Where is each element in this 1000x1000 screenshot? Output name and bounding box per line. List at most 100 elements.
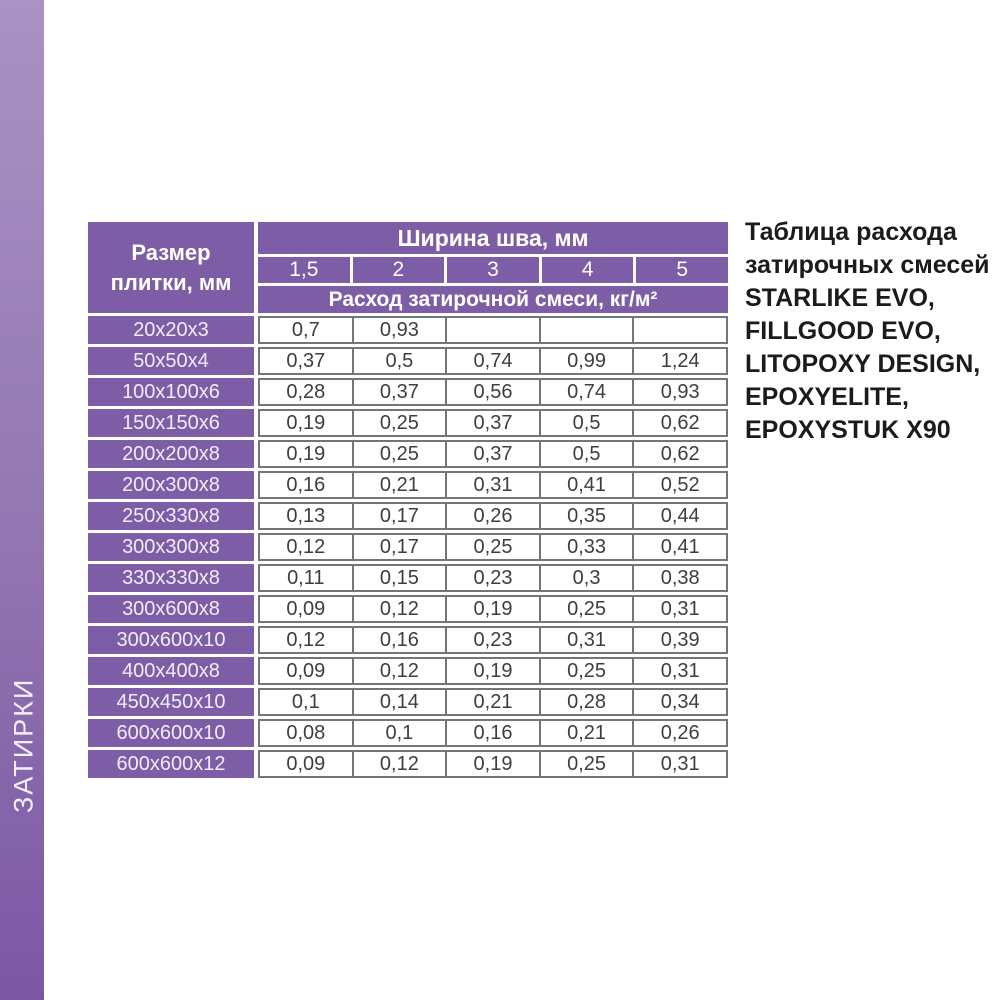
table-row: 50x50x4 0,37 0,5 0,74 0,99 1,24 (88, 347, 728, 375)
column-header-cell: 4 (538, 257, 634, 283)
table-row: 600x600x10 0,08 0,1 0,16 0,21 0,26 (88, 719, 728, 747)
grout-consumption-table: Размер плитки, мм Ширина шва, мм 1,5 2 3 4 5… (88, 222, 728, 781)
row-label-cell: 150x150x6 (88, 409, 254, 437)
data-cell: 0,41 (632, 535, 726, 559)
data-cell: 0,16 (286, 473, 326, 496)
data-cell: 0,31 (632, 659, 726, 683)
table-header: Размер плитки, мм Ширина шва, мм 1,5 2 3 4 5… (88, 222, 728, 313)
data-cell: 0,1 (351, 721, 446, 745)
table-row: 250x330x8 0,13 0,17 0,26 0,35 0,44 (88, 502, 728, 530)
row-data-box: 0,37 0,5 0,74 0,99 1,24 (258, 347, 728, 375)
table-row: 200x200x8 0,19 0,25 0,37 0,5 0,62 (88, 440, 728, 468)
data-cell: 0,19 (445, 752, 539, 776)
data-cell: 0,28 (286, 380, 326, 403)
row-data-box: 0,16 0,21 0,31 0,41 0,52 (258, 471, 728, 499)
data-cell: 0,11 (287, 566, 325, 589)
data-cell: 0,23 (445, 566, 539, 590)
data-cell: 0,25 (445, 535, 539, 559)
table-row: 450x450x10 0,1 0,14 0,21 0,28 0,34 (88, 688, 728, 716)
column-header-cell: 2 (349, 257, 445, 283)
row-label-cell: 600x600x10 (88, 719, 254, 747)
data-cell: 0,17 (351, 504, 446, 528)
row-label-cell: 100x100x6 (88, 378, 254, 406)
row-data-box: 0,19 0,25 0,37 0,5 0,62 (258, 440, 728, 468)
row-label-cell: 300x600x10 (88, 626, 254, 654)
row-label-cell: 200x300x8 (88, 471, 254, 499)
data-cell: 0,31 (632, 752, 726, 776)
data-cell: 0,5 (538, 411, 633, 435)
data-cell: 0,25 (351, 442, 446, 466)
row-label-cell: 330x330x8 (88, 564, 254, 592)
data-cell (538, 318, 633, 342)
data-cell: 0,74 (445, 349, 539, 373)
caption-line: LITOPOXY DESIGN, (745, 350, 981, 378)
table-row: 150x150x6 0,19 0,25 0,37 0,5 0,62 (88, 409, 728, 437)
header-right-block: Ширина шва, мм 1,5 2 3 4 5 Расход затирочной… (258, 222, 728, 313)
data-cell: 0,7 (291, 318, 320, 341)
data-cell: 0,25 (538, 752, 633, 776)
data-cell: 0,26 (445, 504, 539, 528)
table-row: 300x600x10 0,12 0,16 0,23 0,31 0,39 (88, 626, 728, 654)
data-cell: 0,35 (538, 504, 633, 528)
caption-line: FILLGOOD EVO, (745, 317, 941, 345)
data-cell: 0,93 (351, 318, 446, 342)
table-body: 20x20x3 0,7 0,93 50x50x4 0,37 0,5 0,74 0,99 1,24… (88, 316, 728, 778)
row-data-box: 0,19 0,25 0,37 0,5 0,62 (258, 409, 728, 437)
caption-line: Таблица расхода (745, 218, 957, 246)
data-cell: 0,19 (286, 442, 326, 465)
data-cell: 0,1 (291, 690, 320, 713)
data-cell: 0,31 (632, 597, 726, 621)
row-label-cell: 300x600x8 (88, 595, 254, 623)
data-cell: 0,44 (632, 504, 726, 528)
caption-text-block: Таблица расхода затирочных смесей STARLIKE… (745, 216, 995, 447)
data-cell (632, 318, 726, 342)
caption-line: затирочных смесей (745, 251, 990, 279)
row-data-box: 0,12 0,16 0,23 0,31 0,39 (258, 626, 728, 654)
table-row: 300x600x8 0,09 0,12 0,19 0,25 0,31 (88, 595, 728, 623)
row-label-cell: 200x200x8 (88, 440, 254, 468)
data-cell: 0,62 (632, 442, 726, 466)
data-cell: 0,31 (445, 473, 539, 497)
row-data-box: 0,28 0,37 0,56 0,74 0,93 (258, 378, 728, 406)
data-cell: 0,25 (538, 659, 633, 683)
data-cell: 0,99 (538, 349, 633, 373)
table-row: 200x300x8 0,16 0,21 0,31 0,41 0,52 (88, 471, 728, 499)
caption-line: EPOXYELITE, (745, 383, 909, 411)
data-cell: 0,56 (445, 380, 539, 404)
data-cell: 0,12 (351, 659, 446, 683)
sidebar-stripe: ЗАТИРКИ (0, 0, 44, 1000)
data-cell: 0,12 (351, 752, 446, 776)
data-cell: 0,12 (286, 628, 326, 651)
data-cell: 0,15 (351, 566, 446, 590)
table-row: 600x600x12 0,09 0,12 0,19 0,25 0,31 (88, 750, 728, 778)
data-cell: 0,33 (538, 535, 633, 559)
column-header-cell: 5 (633, 257, 728, 283)
data-cell: 0,3 (538, 566, 633, 590)
group-header-seam-width: Ширина шва, мм (258, 222, 728, 254)
data-cell: 0,26 (632, 721, 726, 745)
data-cell: 0,14 (351, 690, 446, 714)
data-cell: 0,74 (538, 380, 633, 404)
data-cell: 0,34 (632, 690, 726, 714)
data-cell: 1,24 (632, 349, 726, 373)
row-label-cell: 50x50x4 (88, 347, 254, 375)
row-data-box: 0,12 0,17 0,25 0,33 0,41 (258, 533, 728, 561)
data-cell: 0,5 (351, 349, 446, 373)
data-cell: 0,31 (538, 628, 633, 652)
data-cell: 0,28 (538, 690, 633, 714)
data-cell: 0,37 (286, 349, 326, 372)
table-row: 300x300x8 0,12 0,17 0,25 0,33 0,41 (88, 533, 728, 561)
sidebar-vertical-label: ЗАТИРКИ (8, 677, 39, 813)
row-label-cell: 20x20x3 (88, 316, 254, 344)
data-cell: 0,17 (351, 535, 446, 559)
row-data-box: 0,7 0,93 (258, 316, 728, 344)
data-cell: 0,19 (445, 659, 539, 683)
row-label-cell: 450x450x10 (88, 688, 254, 716)
data-cell: 0,19 (286, 411, 326, 434)
caption-line: STARLIKE EVO, (745, 284, 935, 312)
row-data-box: 0,13 0,17 0,26 0,35 0,44 (258, 502, 728, 530)
row-data-box: 0,11 0,15 0,23 0,3 0,38 (258, 564, 728, 592)
data-cell: 0,12 (351, 597, 446, 621)
data-cell: 0,09 (286, 597, 326, 620)
row-data-box: 0,09 0,12 0,19 0,25 0,31 (258, 750, 728, 778)
